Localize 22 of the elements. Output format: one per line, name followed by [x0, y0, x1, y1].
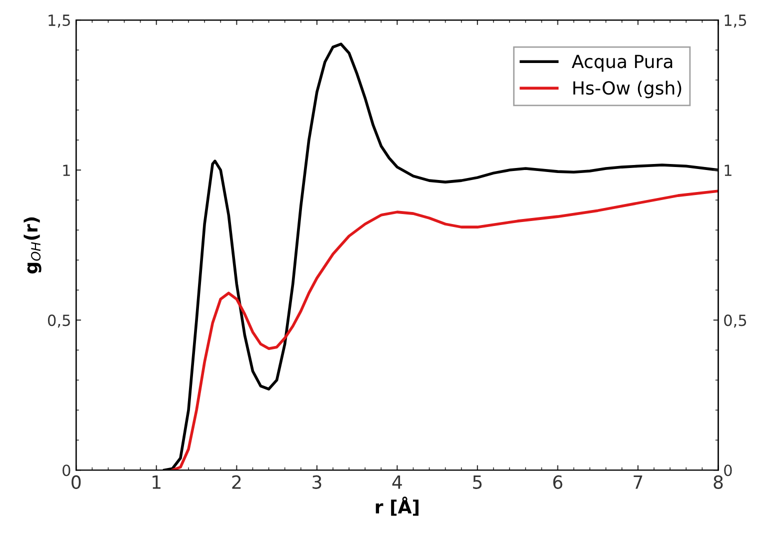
x-tick-label: 6: [553, 475, 562, 489]
x-tick-label: 8: [714, 475, 723, 489]
y-tick-label: 0,5: [48, 314, 70, 328]
legend-label: Hs-Ow (gsh): [573, 80, 682, 98]
x-tick-label: 1: [152, 476, 160, 489]
line-series: [171, 190, 718, 470]
x-tick-label: 0: [72, 475, 81, 489]
y-tick-label: 1,5: [48, 14, 70, 28]
y2-tick-label: 1: [724, 164, 732, 176]
y2-tick-label: 0,5: [724, 314, 746, 328]
x-axis-title: r [Å]: [376, 496, 418, 516]
y-tick-label: 0: [62, 464, 70, 476]
legend-label: Acqua Pura: [572, 54, 672, 72]
y-axis-title: g$_{OH}$(r): [24, 217, 42, 274]
x-tick-label: 2: [232, 475, 241, 489]
y-tick-label: 1: [63, 164, 70, 176]
x-tick-label: 4: [392, 476, 402, 489]
y2-tick-label: 1,5: [724, 14, 746, 28]
x-tick-label: 5: [473, 476, 482, 489]
y2-tick-label: 0: [724, 464, 732, 476]
x-tick-label: 3: [312, 475, 322, 489]
x-tick-label: 7: [634, 476, 642, 489]
